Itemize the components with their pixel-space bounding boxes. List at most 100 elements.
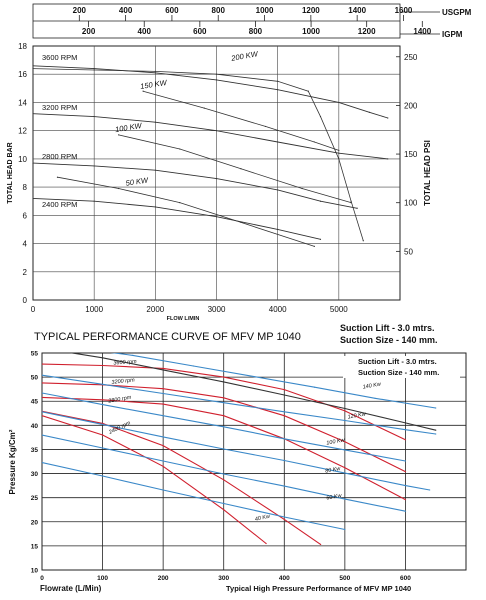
chart-2-data-point: [283, 459, 285, 462]
chart-1-data-point: [32, 65, 34, 67]
usgpm-tick-label: 1000: [256, 6, 274, 15]
chart-2-data-point: [283, 438, 285, 440]
chart-1-series-label: 3600 RPM: [42, 53, 77, 62]
chart-1-data-point: [118, 187, 120, 190]
chart-1-suction-size-note: Suction Size - 140 mm.: [340, 335, 438, 345]
chart-1-data-point: [368, 111, 371, 113]
chart-2-data-point: [101, 357, 104, 359]
chart-1-data-point: [142, 90, 144, 92]
chart-1-x-tick-label: 2000: [146, 305, 164, 314]
chart-2-y-tick-label: 10: [31, 568, 39, 575]
chart-1-data-point: [93, 69, 95, 71]
chart-1-psi-tick-label: 100: [404, 199, 418, 208]
chart-2-data-point: [42, 434, 43, 436]
chart-1-psi-tick-label: 200: [404, 101, 418, 110]
chart-1-data-point: [387, 158, 389, 160]
igpm-tick-label: 800: [249, 27, 263, 36]
chart-1-series-label: 2400 RPM: [42, 200, 77, 209]
chart-2-data-point: [223, 402, 225, 404]
chart-2-data-point: [223, 479, 225, 481]
chart-2-data-point: [404, 460, 407, 462]
chart-2-series-line: [42, 411, 430, 491]
chart-2-y-tick-label: 40: [31, 423, 39, 430]
chart-2-x-tick-label: 200: [158, 575, 169, 582]
chart-2-data-point: [344, 472, 346, 474]
chart-2-data-point: [162, 369, 164, 371]
chart-2-y-axis-title: Pressure Kg/Cm²: [8, 429, 17, 494]
chart-1-data-point: [240, 221, 242, 223]
chart-1-data-point: [32, 162, 34, 164]
chart-2-data-point: [265, 542, 267, 545]
chart-1-data-point: [338, 158, 340, 160]
chart-2-data-point: [162, 489, 164, 491]
chart-2-x-tick-label: 500: [339, 575, 350, 582]
usgpm-tick-label: 600: [165, 6, 179, 15]
chart-2-y-tick-label: 35: [31, 447, 39, 454]
chart-2-curves: [42, 353, 437, 546]
chart-2-data-point: [404, 439, 407, 441]
chart-1-data-point: [387, 117, 389, 119]
chart-1-series-label: 3200 RPM: [42, 103, 77, 112]
chart-1-data-point: [215, 73, 218, 75]
chart-2-data-point: [253, 376, 255, 378]
chart-2-y-tick-label: 20: [31, 519, 39, 526]
chart-2-data-point: [435, 429, 437, 431]
chart-1-x-tick-label: 1000: [85, 305, 103, 314]
chart-1-data-point: [240, 168, 242, 170]
chart-2-suction-size-note: Suction Size - 140 mm.: [358, 368, 439, 377]
chart-2-data-point: [42, 392, 43, 394]
chart-1-series-line: [32, 197, 321, 240]
chart-1-data-point: [319, 238, 322, 240]
chart-2-data-point: [344, 441, 346, 443]
chart-2-data-point: [374, 397, 376, 399]
chart-2-data-point: [42, 363, 43, 365]
chart-1-y-tick-label: 2: [23, 268, 28, 277]
chart-1-data-point: [215, 130, 218, 132]
chart-1-data-point: [154, 72, 156, 74]
chart-1-data-point: [362, 240, 364, 242]
chart-1-data-point: [319, 200, 322, 202]
chart-1-x-tick-label: 0: [31, 305, 36, 314]
chart-2-data-point: [435, 407, 437, 409]
chart-2-data-point: [404, 429, 407, 431]
chart-1-x-tick-label: 4000: [269, 305, 287, 314]
igpm-label: IGPM: [442, 30, 463, 39]
chart-1-y-tick-label: 6: [23, 211, 28, 220]
chart-2-data-point: [223, 502, 225, 505]
chart-1-y2-axis-title: TOTAL HEAD PSI: [423, 140, 432, 206]
chart-2-x-tick-label: 600: [400, 575, 411, 582]
chart-2-data-point: [223, 426, 225, 428]
igpm-tick-label: 200: [82, 27, 96, 36]
chart-1-data-point: [338, 149, 340, 152]
chart-2-data-point: [283, 415, 285, 417]
chart-2-data-point: [162, 465, 164, 467]
chart-2-high-pressure: 0 100 200 300 400 500 600 10 15 20 25 30 35 40 45 50 55 P…: [8, 351, 467, 593]
chart-2-series-label: 60 Kw: [326, 493, 343, 502]
chart-1-series-label: 100 KW: [114, 121, 143, 134]
chart-1-data-point: [179, 148, 181, 150]
chart-1-data-point: [32, 113, 34, 115]
chart-1-data-point: [307, 90, 309, 92]
chart-2-x-tick-label: 100: [97, 575, 108, 582]
chart-1-suction-lift-note: Suction Lift - 3.0 mtrs.: [340, 323, 435, 333]
chart-2-title: Typical High Pressure Performance of MFV…: [226, 584, 411, 593]
chart-2-data-point: [162, 392, 164, 395]
chart-2-data-point: [162, 444, 164, 447]
chart-1-data-point: [56, 176, 59, 178]
chart-2-data-point: [42, 461, 43, 464]
chart-1-data-point: [313, 141, 315, 143]
chart-1-x-axis-title: FLOW L/MIN: [167, 316, 200, 322]
usgpm-tick-label: 400: [119, 6, 133, 15]
chart-2-data-point: [435, 433, 437, 435]
chart-1-data-point: [277, 189, 279, 191]
chart-2-data-point: [223, 509, 225, 511]
igpm-tick-label: 1000: [302, 27, 320, 36]
chart-2-data-point: [101, 383, 104, 385]
chart-1-y-tick-label: 18: [18, 42, 27, 51]
chart-2-suction-lift-note: Suction Lift - 3.0 mtrs.: [358, 357, 437, 366]
chart-2-x-tick-label: 300: [218, 575, 229, 582]
chart-2-y-tick-label: 25: [31, 495, 39, 502]
chart-2-notes-box: [343, 356, 460, 378]
